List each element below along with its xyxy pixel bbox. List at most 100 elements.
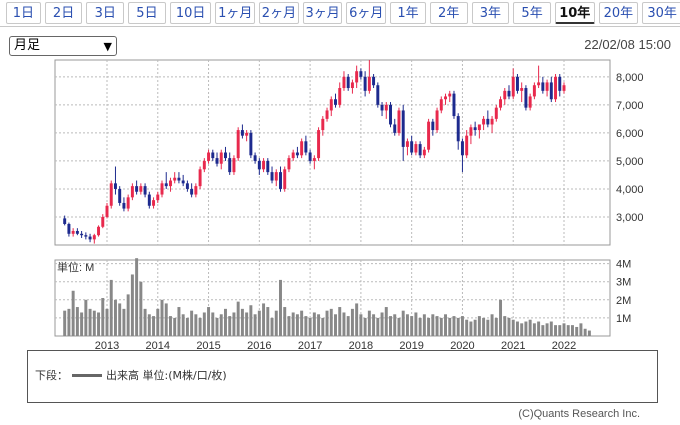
volume-bar bbox=[562, 323, 566, 336]
candle-body bbox=[456, 116, 460, 142]
volume-bar bbox=[101, 298, 105, 336]
candle-body bbox=[190, 188, 194, 195]
volume-bar bbox=[473, 319, 477, 336]
volume-bar bbox=[105, 308, 109, 336]
candle-body bbox=[168, 180, 172, 187]
candle-body bbox=[342, 76, 346, 89]
candle-body bbox=[105, 205, 109, 217]
tab-12[interactable]: 5年 bbox=[513, 2, 551, 24]
volume-bar bbox=[583, 328, 587, 336]
candle-body bbox=[490, 118, 494, 125]
tab-1[interactable]: 2日 bbox=[44, 2, 83, 24]
candle-body bbox=[384, 104, 388, 111]
tab-6[interactable]: 2ヶ月 bbox=[259, 2, 299, 24]
volume-bar bbox=[566, 325, 570, 336]
volume-bar bbox=[554, 325, 558, 336]
tab-0[interactable]: 1日 bbox=[6, 2, 41, 24]
volume-bar bbox=[198, 317, 202, 336]
candle-body bbox=[215, 158, 219, 164]
volume-bar bbox=[393, 314, 397, 336]
legend-series-label: 出来高 単位:(M株/口/枚) bbox=[106, 369, 227, 382]
volume-bar bbox=[92, 310, 96, 336]
candle-body bbox=[113, 183, 117, 189]
candle-body bbox=[308, 152, 312, 161]
volume-bar bbox=[287, 316, 291, 336]
x-tick-label: 2014 bbox=[146, 340, 170, 352]
tab-7[interactable]: 3ヶ月 bbox=[302, 2, 343, 24]
volume-bar bbox=[270, 317, 274, 336]
volume-bar bbox=[524, 321, 528, 336]
volume-bar bbox=[528, 319, 532, 336]
legend-prefix: 下段： bbox=[35, 369, 68, 382]
candle-body bbox=[291, 152, 295, 159]
candle-body bbox=[465, 135, 469, 156]
period-select[interactable]: 月足 ▼ bbox=[9, 36, 117, 56]
x-tick-label: 2019 bbox=[399, 340, 423, 352]
candle-body bbox=[304, 141, 308, 153]
candle-body bbox=[528, 96, 532, 108]
tab-10[interactable]: 2年 bbox=[429, 2, 468, 24]
tab-11[interactable]: 3年 bbox=[471, 2, 510, 24]
volume-bar bbox=[304, 316, 308, 336]
volume-bar bbox=[570, 325, 574, 336]
candle-body bbox=[228, 158, 232, 173]
candle-body bbox=[494, 107, 498, 119]
volume-bar bbox=[414, 312, 418, 336]
volume-bar bbox=[63, 310, 67, 336]
tab-9[interactable]: 1年 bbox=[390, 2, 426, 24]
volume-bar bbox=[549, 321, 553, 336]
volume-bar bbox=[355, 303, 359, 336]
candle-body bbox=[355, 71, 359, 83]
volume-bar bbox=[194, 314, 198, 336]
volume-bar bbox=[515, 321, 519, 336]
volume-bar bbox=[202, 312, 206, 336]
candle-body bbox=[558, 76, 562, 91]
candle-body bbox=[156, 194, 160, 201]
candle-body bbox=[253, 155, 257, 161]
candle-body bbox=[160, 183, 164, 195]
tab-13[interactable]: 10年 bbox=[554, 2, 595, 24]
volume-bar bbox=[389, 316, 392, 336]
candle-body bbox=[562, 85, 566, 91]
tab-4[interactable]: 10日 bbox=[169, 2, 212, 24]
volume-bar bbox=[405, 314, 409, 336]
volume-bar bbox=[109, 279, 113, 336]
period-select-value: 月足 bbox=[14, 38, 41, 53]
candle-body bbox=[482, 118, 486, 125]
candle-body bbox=[135, 186, 139, 192]
volume-bar bbox=[190, 310, 194, 336]
candle-body bbox=[444, 96, 447, 100]
volume-bar bbox=[279, 279, 282, 336]
candle-body bbox=[350, 82, 354, 89]
candle-body bbox=[545, 82, 549, 91]
volume-bar bbox=[452, 316, 456, 336]
candle-body bbox=[143, 186, 147, 195]
candle-body bbox=[367, 76, 371, 91]
candle-body bbox=[283, 169, 287, 189]
volume-bar bbox=[177, 307, 181, 336]
tab-15[interactable]: 30年 bbox=[642, 2, 680, 24]
candle-body bbox=[270, 172, 274, 181]
volume-bar bbox=[503, 316, 507, 336]
candle-body bbox=[122, 202, 126, 209]
candle-body bbox=[92, 235, 96, 240]
volume-bar bbox=[291, 312, 295, 336]
candle-body bbox=[224, 152, 227, 159]
volume-bar bbox=[486, 319, 490, 336]
tab-5[interactable]: 1ヶ月 bbox=[215, 2, 256, 24]
legend-line-swatch bbox=[72, 373, 102, 377]
volume-bar bbox=[507, 317, 511, 336]
volume-bar bbox=[224, 308, 227, 336]
tab-2[interactable]: 3日 bbox=[86, 2, 125, 24]
volume-bar bbox=[80, 312, 84, 336]
volume-bar bbox=[435, 316, 439, 336]
tab-3[interactable]: 5日 bbox=[128, 2, 166, 24]
tab-14[interactable]: 20年 bbox=[598, 2, 639, 24]
tab-8[interactable]: 6ヶ月 bbox=[346, 2, 387, 24]
volume-bar bbox=[312, 312, 316, 336]
candle-body bbox=[486, 118, 490, 125]
candle-body bbox=[262, 160, 266, 170]
volume-bar bbox=[587, 330, 591, 336]
volume-bar bbox=[215, 317, 219, 336]
candle-body bbox=[109, 183, 113, 206]
